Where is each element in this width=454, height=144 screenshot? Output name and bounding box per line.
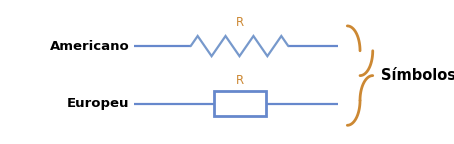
Text: Símbolos: Símbolos <box>381 68 454 83</box>
Text: R: R <box>236 74 244 87</box>
Text: Europeu: Europeu <box>67 97 129 110</box>
Text: Americano: Americano <box>49 40 129 53</box>
Bar <box>214 91 266 116</box>
Text: R: R <box>236 16 244 29</box>
